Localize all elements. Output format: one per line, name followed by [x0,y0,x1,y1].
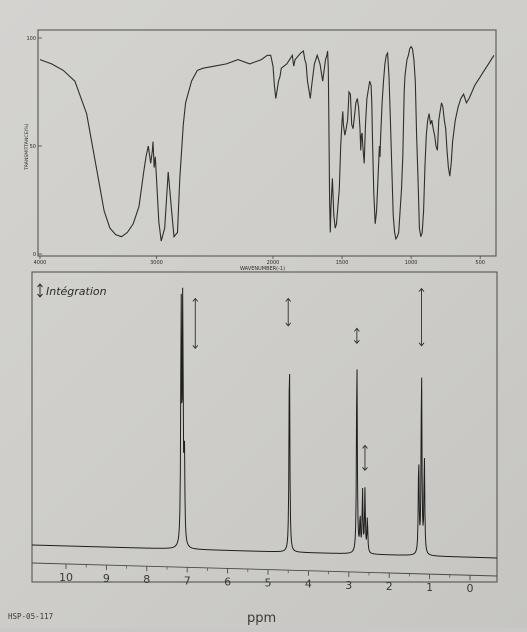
nmr-chart: Intégration 10 9 8 7 6 5 4 3 2 1 0 ppm [31,271,498,626]
ir-x-tick-label: 1000 [405,260,418,266]
integration-arrow [192,297,199,349]
integration-legend: Intégration [37,283,107,298]
nmr-x-tick-label: 0 [467,582,474,595]
ir-y-axis-label: TRANSMITTANCE(%) [24,123,30,171]
nmr-x-tick-label: 4 [305,578,312,591]
ir-y-tick-label: 50 [30,144,36,150]
spectrum-code: HSP-05-117 [8,612,53,621]
nmr-x-tick-label: 5 [265,577,272,590]
nmr-x-tick-label: 2 [386,580,393,593]
ir-x-ticks: 4000 3000 2000 1500 1000 500 [34,256,485,266]
integration-arrow [362,444,368,472]
ir-x-tick-label: 4000 [34,260,47,266]
ir-x-tick-label: 500 [475,260,485,266]
ir-y-ticks: 0 50 100 [26,36,42,258]
nmr-x-tick-label: 6 [224,575,231,588]
nmr-x-tick-label: 3 [345,579,352,592]
integration-arrow [285,297,292,327]
integration-legend-arrow-icon [37,283,43,298]
ir-y-tick-label: 0 [33,252,36,258]
nmr-spectrum-line [31,287,498,559]
nmr-x-tick-label: 9 [103,572,110,585]
nmr-x-tick-label: 7 [184,574,191,587]
ir-chart: TRANSMITTANCE(%) WAVENUMBER(-1) 4000 3000… [24,29,497,272]
nmr-x-tick-label: 10 [59,571,73,584]
ir-y-tick-label: 100 [26,36,36,42]
ir-spectrum-line [39,45,495,242]
nmr-frame [31,271,498,583]
ir-x-axis-label: WAVENUMBER(-1) [240,266,285,272]
ir-x-tick-label: 2000 [267,260,280,266]
ir-x-tick-label: 1500 [336,260,349,266]
nmr-x-axis-line [31,562,498,577]
integration-arrow [354,327,360,345]
nmr-x-tick-label: 8 [143,573,150,586]
integration-label: Intégration [46,285,107,298]
integration-arrow [418,287,425,347]
nmr-x-ticks: 10 9 8 7 6 5 4 3 2 1 0 [31,562,498,595]
nmr-x-axis-label: ppm [247,611,276,626]
ir-x-tick-label: 3000 [150,260,163,266]
ir-frame [37,29,497,257]
integration-arrows [192,287,425,472]
nmr-x-tick-label: 1 [426,581,433,594]
